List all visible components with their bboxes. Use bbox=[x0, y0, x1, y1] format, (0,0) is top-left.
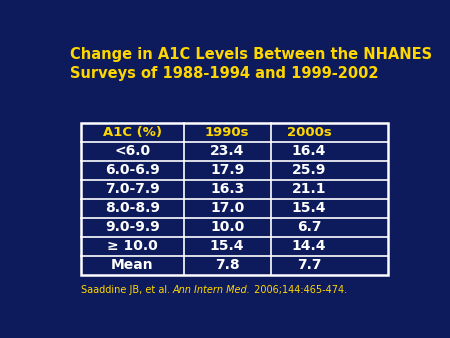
Text: 16.4: 16.4 bbox=[292, 144, 326, 158]
Text: ≥ 10.0: ≥ 10.0 bbox=[107, 239, 158, 253]
Text: 17.0: 17.0 bbox=[210, 201, 244, 215]
Text: 6.0-6.9: 6.0-6.9 bbox=[105, 163, 160, 177]
Text: 15.4: 15.4 bbox=[210, 239, 244, 253]
Text: 9.0-9.9: 9.0-9.9 bbox=[105, 220, 160, 234]
Text: 7.8: 7.8 bbox=[215, 258, 239, 272]
Text: 21.1: 21.1 bbox=[292, 182, 326, 196]
Text: Mean: Mean bbox=[111, 258, 153, 272]
Text: Saaddine JB, et al.: Saaddine JB, et al. bbox=[81, 285, 173, 295]
Text: 17.9: 17.9 bbox=[210, 163, 244, 177]
Text: <6.0: <6.0 bbox=[114, 144, 150, 158]
Text: Change in A1C Levels Between the NHANES
Surveys of 1988-1994 and 1999-2002: Change in A1C Levels Between the NHANES … bbox=[70, 47, 432, 81]
Text: 1990s: 1990s bbox=[205, 125, 249, 139]
Text: Ann Intern Med.: Ann Intern Med. bbox=[173, 285, 251, 295]
Text: 2000s: 2000s bbox=[287, 125, 332, 139]
Text: 7.0-7.9: 7.0-7.9 bbox=[105, 182, 160, 196]
Text: 15.4: 15.4 bbox=[292, 201, 326, 215]
Text: 23.4: 23.4 bbox=[210, 144, 244, 158]
Text: 16.3: 16.3 bbox=[210, 182, 244, 196]
Text: 14.4: 14.4 bbox=[292, 239, 326, 253]
Text: 10.0: 10.0 bbox=[210, 220, 244, 234]
Text: 2006;144:465-474.: 2006;144:465-474. bbox=[251, 285, 347, 295]
Text: 25.9: 25.9 bbox=[292, 163, 326, 177]
Text: A1C (%): A1C (%) bbox=[103, 125, 162, 139]
Text: 8.0-8.9: 8.0-8.9 bbox=[105, 201, 160, 215]
Text: 7.7: 7.7 bbox=[297, 258, 321, 272]
Text: 6.7: 6.7 bbox=[297, 220, 321, 234]
